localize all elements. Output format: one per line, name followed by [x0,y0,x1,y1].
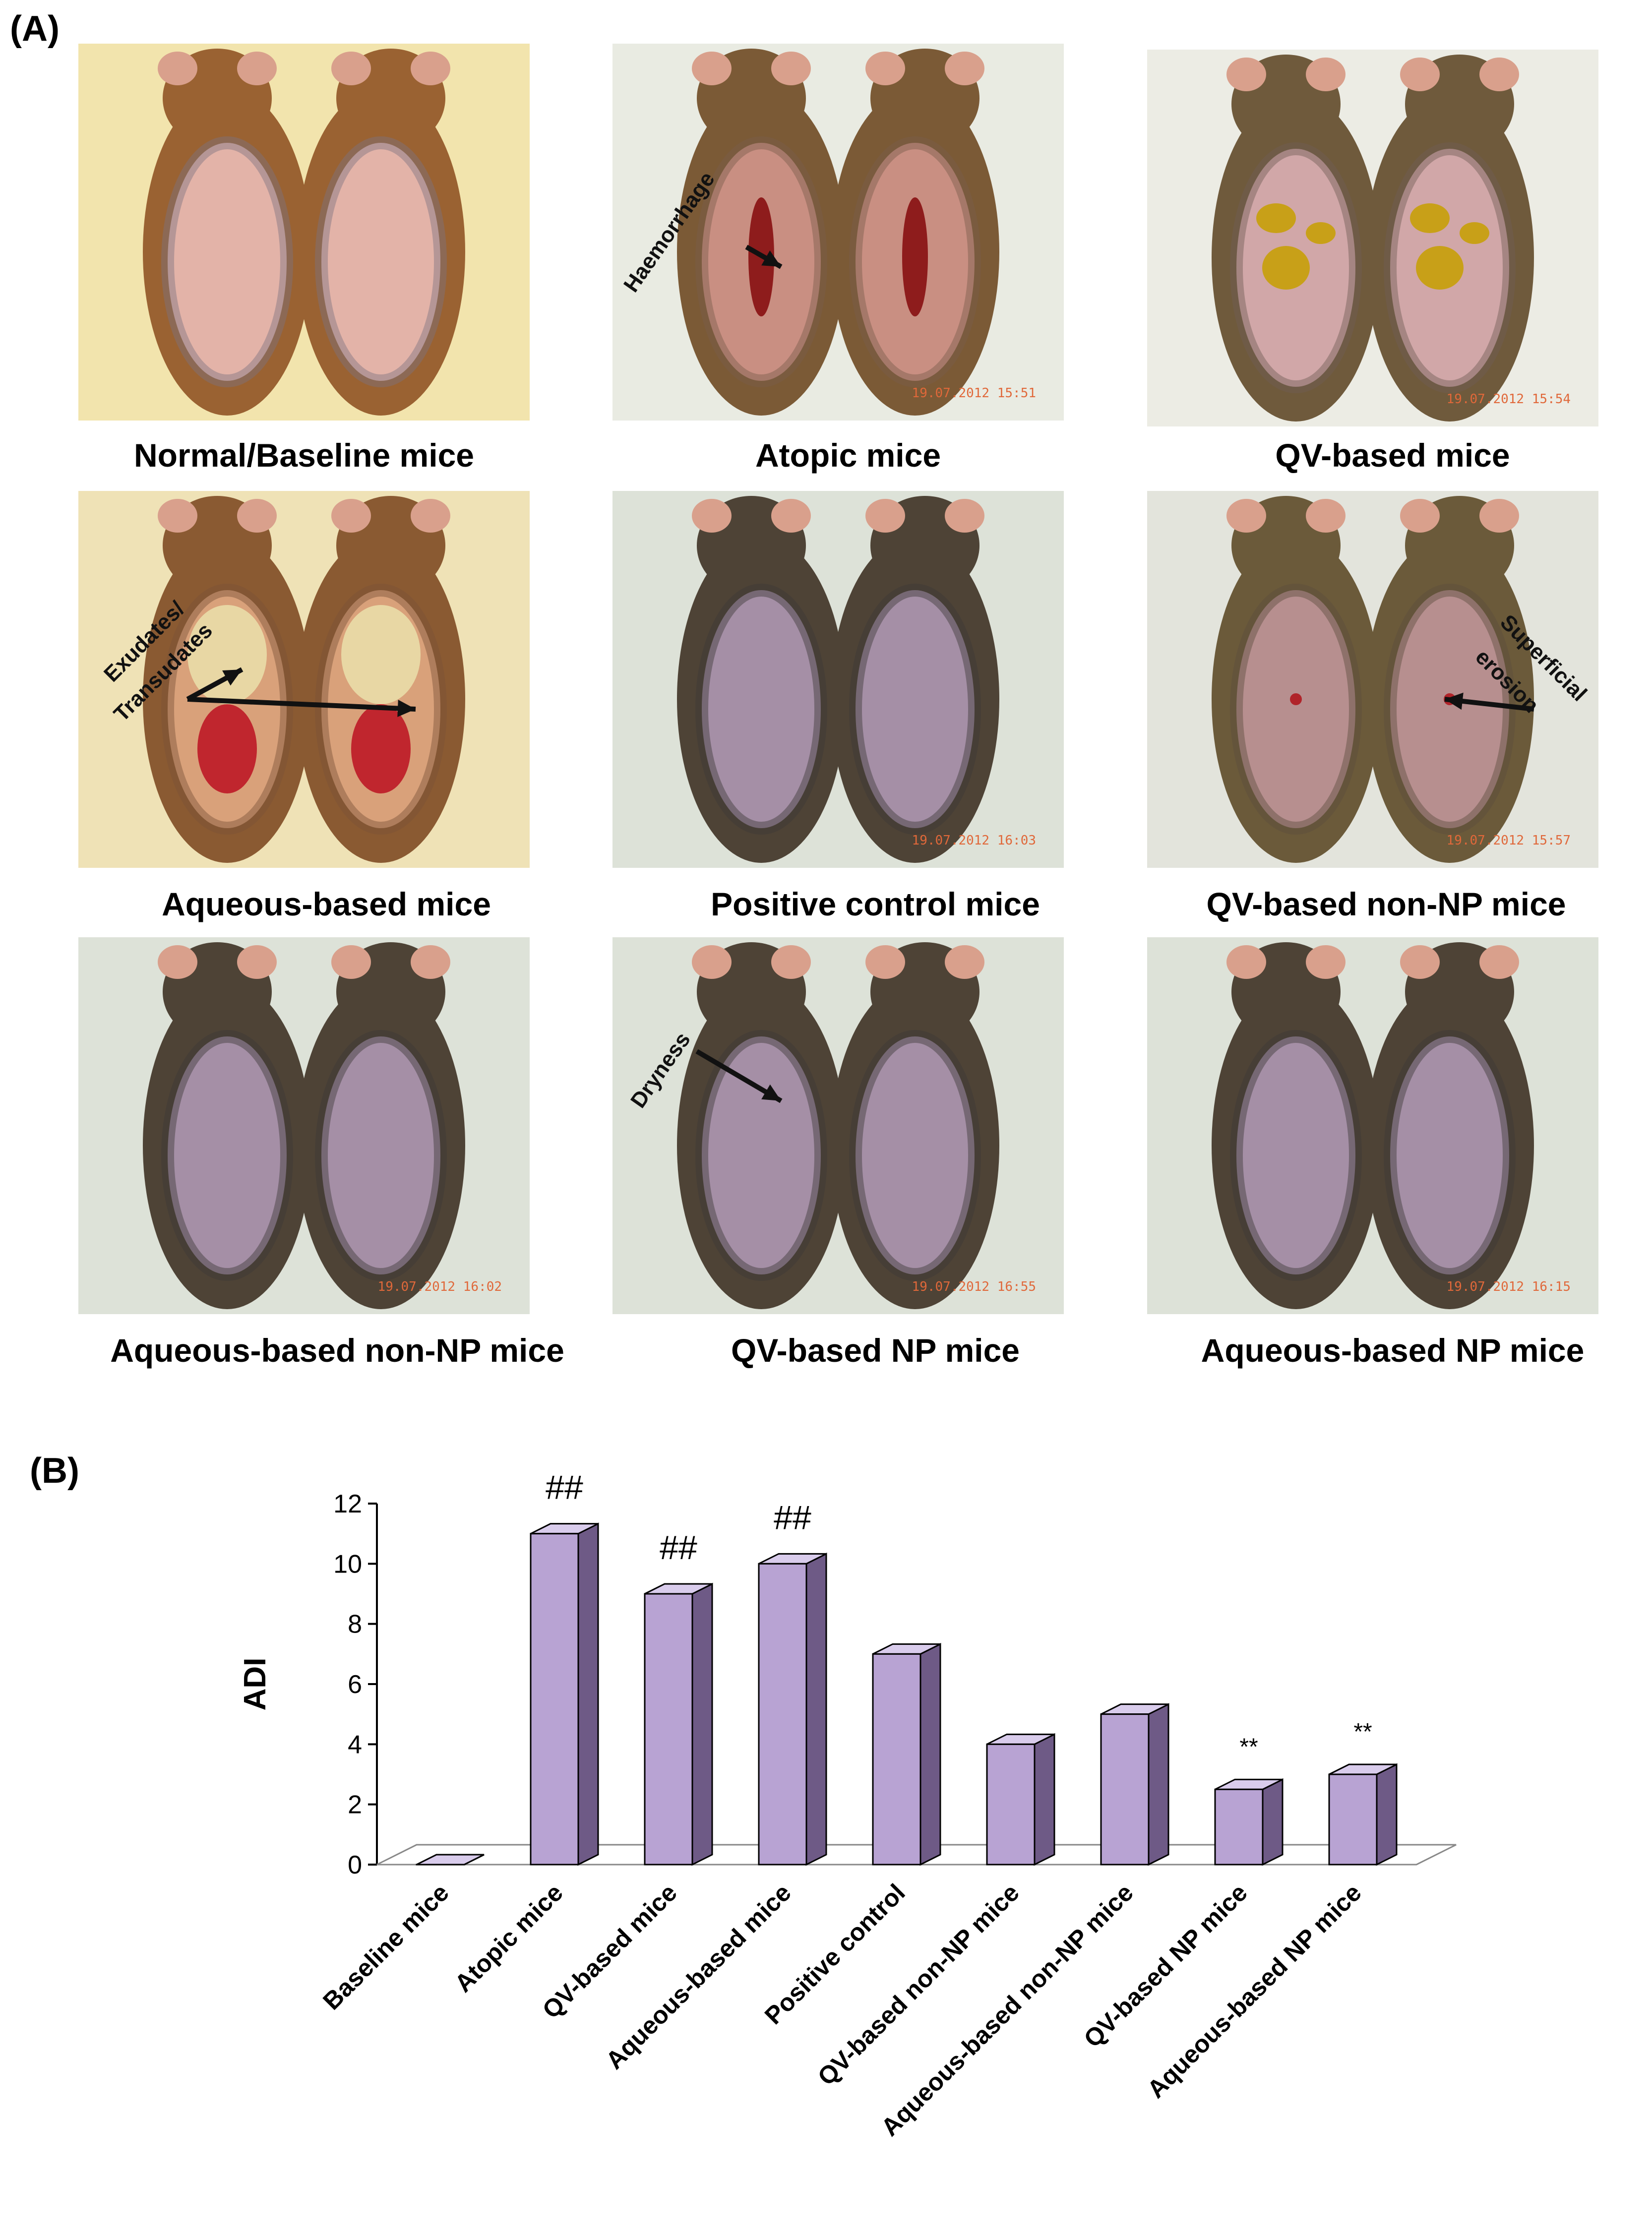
photo-timestamp: 19.07.2012 15:57 [1446,833,1571,848]
x-tick-label: Atopic mice [449,1878,568,1997]
bar-5 [986,1743,1036,1866]
bar-annotation: ## [660,1529,697,1567]
y-tick-label: 2 [348,1791,362,1819]
caption-positive-control: Positive control mice [711,886,1040,922]
mouse-illustration [143,942,465,1309]
bar-annotation: ## [546,1469,583,1507]
photo-timestamp: 19.07.2012 16:03 [912,833,1036,848]
bar-side [577,1522,599,1866]
bar-1 [530,1533,579,1866]
bar-side [1262,1778,1284,1866]
x-tick-label: Aqueous-based NP mice [1142,1878,1367,2104]
chart-floor [376,1844,1457,1866]
bar-side [1148,1703,1169,1866]
bar-6 [1100,1713,1150,1866]
mouse-illustration [1212,55,1534,422]
mouse-illustration [677,496,999,863]
y-tick-label: 0 [348,1851,362,1879]
bar-side [1376,1763,1398,1866]
caption-aqueous-based: Aqueous-based mice [162,886,491,922]
mouse-illustration [1212,496,1534,863]
photo-timestamp: 19.07.2012 16:15 [1446,1279,1571,1294]
photo-aqueous-based-np: 19.07.2012 16:15 [1147,937,1598,1314]
mouse-illustration [143,496,465,863]
photo-timestamp: 19.07.2012 16:55 [912,1279,1036,1294]
x-tick-label: Baseline mice [317,1878,454,2015]
x-tick-label: Aqueous-based mice [601,1878,796,2074]
bar-side [919,1642,941,1866]
bar-annotation: ** [1239,1734,1258,1760]
caption-qv-based-np: QV-based NP mice [731,1332,1020,1369]
mouse-illustration [1212,942,1534,1309]
caption-qv-based-non-np: QV-based non-NP mice [1206,886,1566,922]
caption-baseline: Normal/Baseline mice [134,437,474,474]
bar-side [691,1582,713,1866]
y-tick-label: 4 [348,1730,362,1759]
y-tick-label: 8 [348,1610,362,1639]
bar-annotation: ## [774,1499,811,1536]
photo-timestamp: 19.07.2012 15:54 [1446,392,1571,407]
photo-qv-based: 19.07.2012 15:54 [1147,50,1598,426]
adi-bar-chart: 0 2 4 6 8 10 12 ADI Baseline mice ## Atopic mice ##… [238,1469,1457,2141]
y-tick-label: 12 [333,1490,362,1518]
photo-atopic: 19.07.2012 15:51 [612,44,1064,421]
photo-aqueous-based [78,491,530,868]
y-tick-label: 6 [348,1670,362,1699]
bar-side [1034,1733,1055,1866]
photo-qv-based-np: 19.07.2012 16:55 [612,937,1064,1314]
photo-timestamp: 19.07.2012 15:51 [912,386,1036,401]
x-tick-label: Aqueous-based non-NP mice [876,1878,1139,2141]
mouse-illustration [677,49,999,416]
caption-aqueous-based-np: Aqueous-based NP mice [1201,1332,1585,1369]
caption-atopic: Atopic mice [755,437,941,474]
photo-qv-based-non-np: 19.07.2012 15:57 [1147,491,1598,868]
y-tick-label: 10 [333,1550,362,1578]
photo-baseline [78,44,530,421]
panel-a-label: (A) [10,9,60,49]
panel-b-label: (B) [30,1451,79,1491]
bar-2 [644,1593,693,1866]
bar-3 [758,1563,807,1866]
bar-4 [872,1653,921,1866]
caption-aqueous-based-non-np: Aqueous-based non-NP mice [110,1332,564,1369]
photo-aqueous-based-non-np: 19.07.2012 16:02 [78,937,530,1314]
y-axis-title: ADI [238,1658,272,1711]
bar-annotation: ** [1353,1719,1372,1745]
bar-7 [1214,1788,1264,1866]
photo-positive-control: 19.07.2012 16:03 [612,491,1064,868]
bar-top [416,1854,485,1866]
mouse-illustration [677,942,999,1309]
bar-side [805,1552,827,1866]
mouse-illustration [143,49,465,416]
bar-8 [1328,1773,1378,1866]
x-tick-label: QV-based non-NP mice [812,1878,1025,2091]
caption-qv-based: QV-based mice [1275,437,1510,474]
photo-timestamp: 19.07.2012 16:02 [377,1279,502,1294]
